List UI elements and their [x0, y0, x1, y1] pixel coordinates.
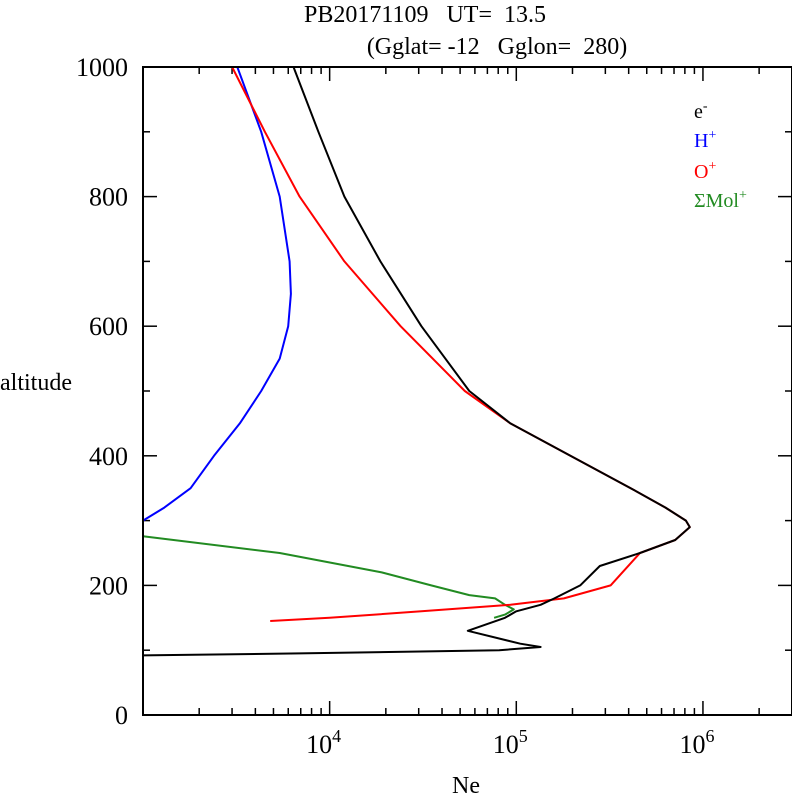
y-axis-label: altitude	[0, 370, 72, 396]
y-tick-label: 400	[89, 442, 128, 471]
legend-label: H	[694, 130, 708, 152]
x-tick-exponent: 5	[519, 726, 528, 746]
legend-entry: ΣMol+	[694, 188, 747, 212]
legend-superscript: +	[739, 188, 747, 203]
x-tick-base: 10	[679, 730, 705, 759]
legend-entry: e-	[694, 99, 708, 123]
x-tick-label: 106	[679, 726, 714, 759]
y-tick-label: 200	[89, 571, 128, 600]
x-tick-label: 105	[493, 726, 528, 759]
legend-superscript: -	[703, 99, 708, 114]
series-line-electron	[142, 66, 691, 657]
legend-superscript: +	[708, 128, 716, 143]
x-tick-base: 10	[306, 730, 332, 759]
legend-label: O	[694, 161, 708, 183]
series-line-o-plus	[231, 66, 691, 622]
x-tick-label: 104	[306, 726, 341, 759]
legend-superscript: +	[708, 159, 716, 174]
x-tick-exponent: 6	[705, 726, 714, 746]
series-line-h-plus	[142, 66, 292, 522]
series-line-molecular-ions	[142, 535, 515, 619]
legend-entry: H+	[694, 128, 716, 152]
chart-subtitle: (Gglat= -12 Gglon= 280)	[367, 34, 627, 60]
y-tick-label: 1000	[76, 53, 128, 82]
y-tick-label: 0	[115, 701, 128, 730]
x-axis-label: Ne	[452, 773, 480, 795]
y-tick-label: 600	[89, 312, 128, 341]
x-tick-exponent: 4	[332, 726, 341, 746]
legend-entry: O+	[694, 159, 716, 183]
x-tick-base: 10	[493, 730, 519, 759]
legend-label: ΣMol	[694, 190, 739, 212]
y-tick-label: 800	[89, 183, 128, 212]
legend-label: e	[694, 101, 703, 123]
chart-title: PB20171109 UT= 13.5	[304, 2, 546, 28]
plot-frame	[142, 66, 792, 716]
